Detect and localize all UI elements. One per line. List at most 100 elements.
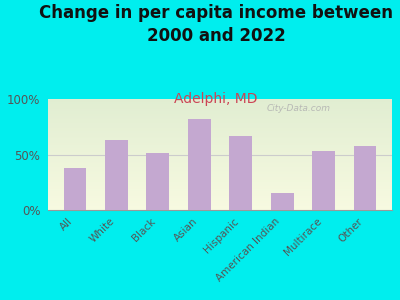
Bar bbox=[48, 189, 392, 190]
Bar bbox=[48, 114, 392, 115]
Bar bbox=[48, 192, 392, 193]
Bar bbox=[48, 201, 392, 202]
Bar bbox=[48, 99, 392, 100]
Bar bbox=[48, 203, 392, 204]
Bar bbox=[48, 104, 392, 105]
Bar bbox=[48, 141, 392, 142]
Bar bbox=[48, 184, 392, 185]
Bar bbox=[48, 121, 392, 122]
Bar bbox=[105, 140, 128, 210]
Bar bbox=[48, 167, 392, 168]
Bar bbox=[48, 193, 392, 194]
Text: Adelphi, MD: Adelphi, MD bbox=[174, 92, 258, 106]
Bar bbox=[48, 197, 392, 198]
Bar bbox=[48, 140, 392, 141]
Bar bbox=[48, 154, 392, 155]
Bar bbox=[48, 126, 392, 127]
Bar bbox=[64, 168, 86, 210]
Bar bbox=[48, 164, 392, 165]
Bar bbox=[48, 137, 392, 138]
Bar bbox=[48, 170, 392, 171]
Bar bbox=[48, 145, 392, 146]
Bar bbox=[48, 148, 392, 149]
Bar bbox=[48, 124, 392, 125]
Bar bbox=[48, 129, 392, 130]
Bar bbox=[48, 165, 392, 166]
Bar bbox=[48, 117, 392, 118]
Bar bbox=[48, 206, 392, 207]
Bar bbox=[48, 182, 392, 183]
Bar bbox=[48, 204, 392, 205]
Bar bbox=[48, 180, 392, 181]
Bar bbox=[48, 183, 392, 184]
Bar bbox=[48, 207, 392, 208]
Bar bbox=[48, 153, 392, 154]
Bar bbox=[48, 150, 392, 151]
Bar bbox=[48, 161, 392, 162]
Bar bbox=[48, 100, 392, 101]
Bar bbox=[354, 146, 376, 210]
Bar bbox=[48, 179, 392, 180]
Bar bbox=[48, 187, 392, 188]
Bar bbox=[48, 209, 392, 210]
Bar bbox=[48, 120, 392, 121]
Bar bbox=[48, 112, 392, 113]
Bar bbox=[48, 118, 392, 119]
Bar bbox=[48, 147, 392, 148]
Bar bbox=[48, 103, 392, 104]
Bar bbox=[48, 131, 392, 132]
Bar bbox=[48, 113, 392, 114]
Bar bbox=[48, 119, 392, 120]
Bar bbox=[48, 146, 392, 147]
Bar bbox=[48, 104, 392, 105]
Bar bbox=[48, 142, 392, 143]
Bar bbox=[48, 115, 392, 116]
Bar bbox=[48, 198, 392, 199]
Bar bbox=[48, 181, 392, 182]
Bar bbox=[48, 149, 392, 150]
Bar bbox=[48, 195, 392, 196]
Bar bbox=[48, 135, 392, 136]
Bar bbox=[48, 191, 392, 192]
Bar bbox=[48, 162, 392, 163]
Bar bbox=[48, 130, 392, 131]
Bar bbox=[48, 127, 392, 128]
Bar bbox=[48, 128, 392, 129]
Bar bbox=[48, 116, 392, 117]
Bar bbox=[48, 134, 392, 135]
Bar bbox=[146, 153, 169, 210]
Bar bbox=[48, 185, 392, 186]
Bar bbox=[48, 155, 392, 156]
Bar bbox=[48, 168, 392, 169]
Bar bbox=[48, 108, 392, 109]
Bar bbox=[48, 160, 392, 161]
Bar bbox=[48, 156, 392, 157]
Bar bbox=[48, 199, 392, 200]
Bar bbox=[48, 173, 392, 174]
Bar bbox=[48, 166, 392, 167]
Bar bbox=[271, 193, 294, 210]
Bar bbox=[48, 172, 392, 173]
Bar bbox=[48, 151, 392, 152]
Bar bbox=[188, 119, 211, 210]
Bar bbox=[48, 158, 392, 159]
Bar bbox=[48, 157, 392, 158]
Bar bbox=[48, 186, 392, 187]
Bar bbox=[48, 169, 392, 170]
Bar bbox=[48, 171, 392, 172]
Bar bbox=[48, 152, 392, 153]
Bar bbox=[48, 194, 392, 195]
Bar bbox=[48, 136, 392, 137]
Bar bbox=[48, 208, 392, 209]
Bar bbox=[48, 132, 392, 133]
Bar bbox=[48, 188, 392, 189]
Bar bbox=[48, 107, 392, 108]
Bar bbox=[48, 196, 392, 197]
Bar bbox=[48, 159, 392, 160]
Bar bbox=[48, 138, 392, 139]
Bar bbox=[312, 151, 335, 210]
Bar bbox=[48, 122, 392, 123]
Bar bbox=[48, 205, 392, 206]
Bar bbox=[48, 177, 392, 178]
Bar bbox=[48, 202, 392, 203]
